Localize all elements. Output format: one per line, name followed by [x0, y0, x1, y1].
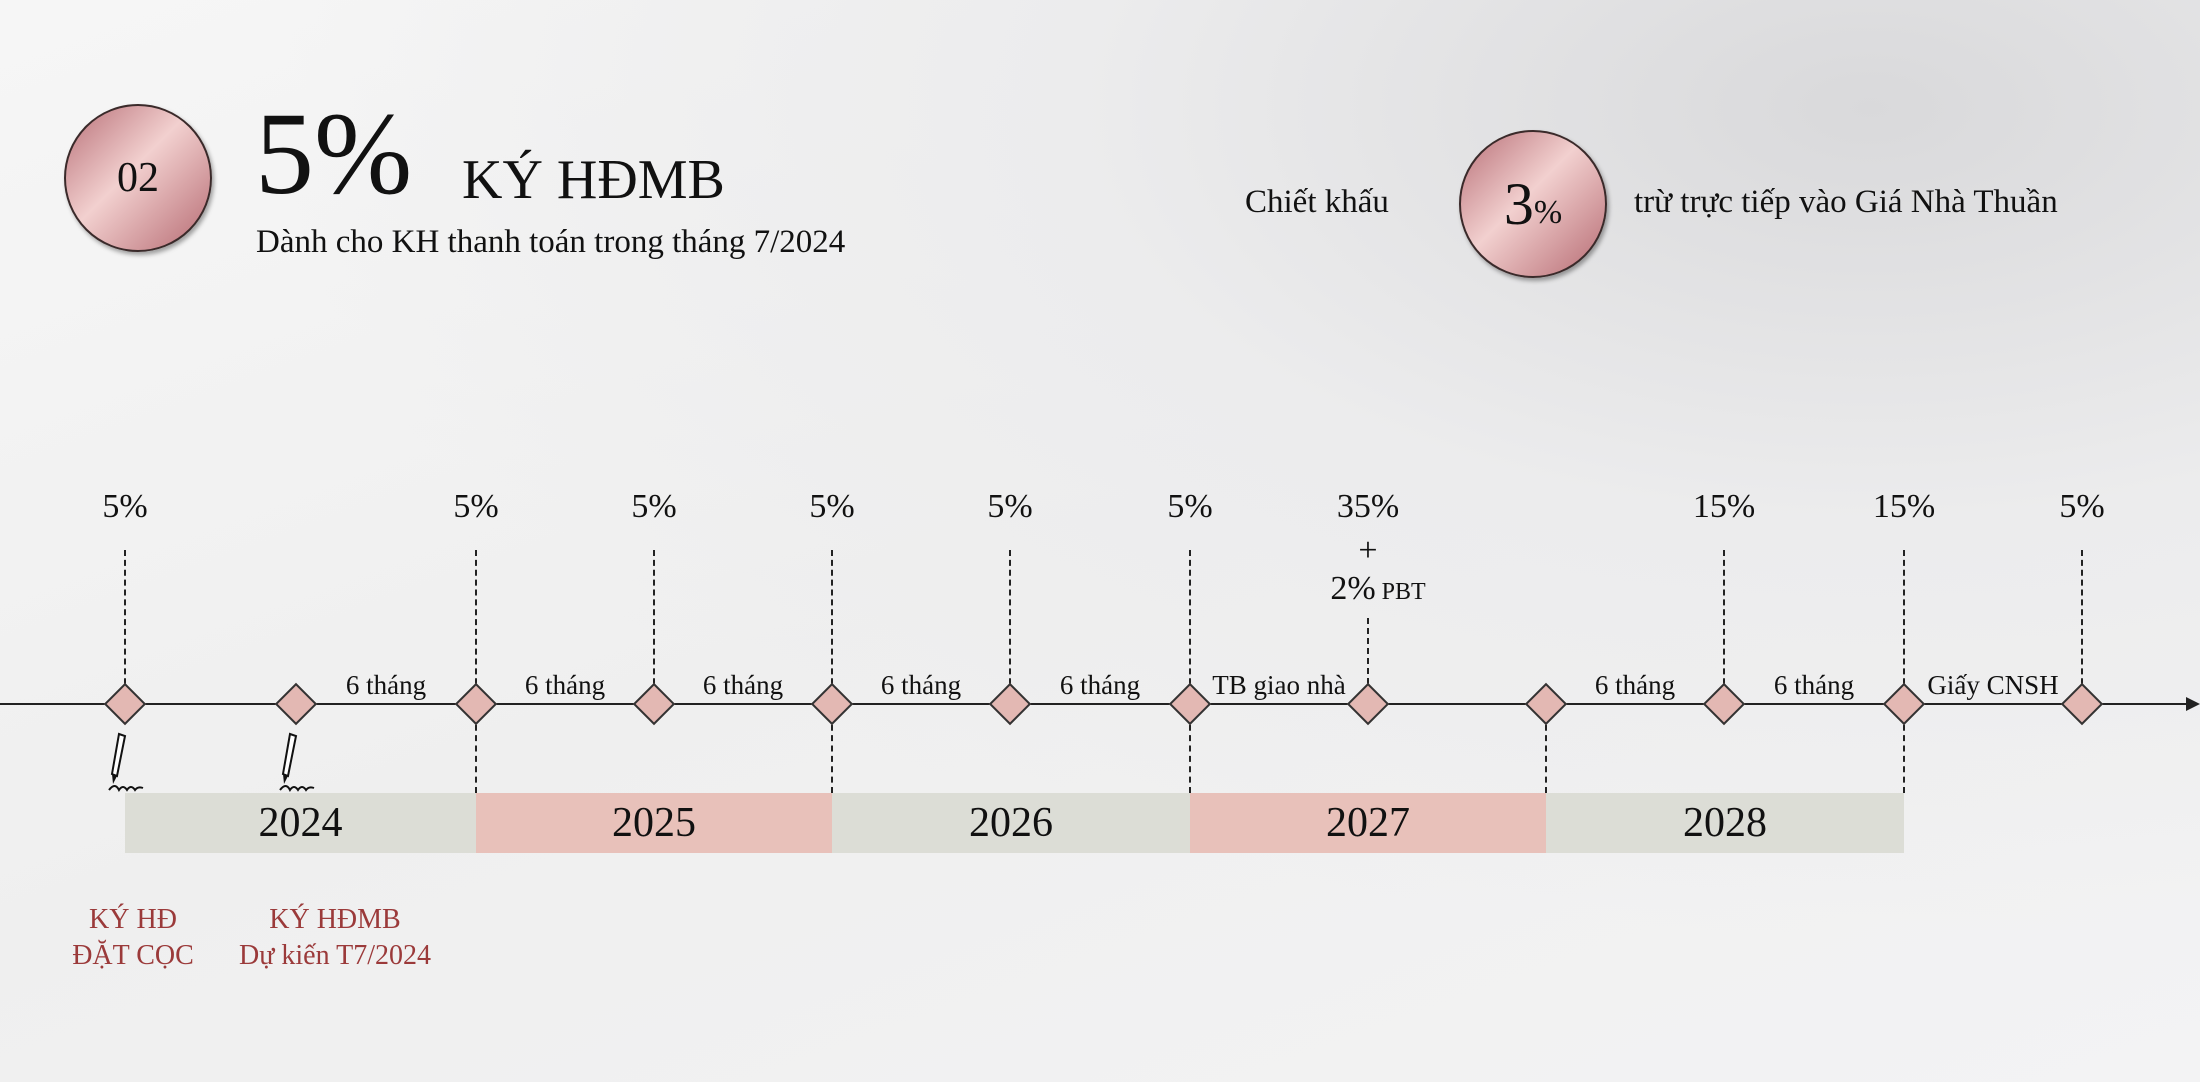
event-contract: KÝ HĐMB Dự kiến T7/2024 — [239, 902, 431, 974]
milestone-percent: 5% — [2059, 488, 2105, 525]
milestone-percent: 5% — [987, 488, 1033, 525]
event-deposit-line2: ĐẶT CỌC — [72, 940, 194, 971]
headline-percent: 5% — [255, 88, 413, 219]
milestone-percent: 35% — [1336, 488, 1400, 525]
milestone-dash — [1367, 618, 1369, 704]
milestone-extra: 2% PBT — [1330, 570, 1425, 608]
year-band: 2024 — [125, 793, 476, 853]
discount-unit: % — [1533, 194, 1563, 231]
year-divider-dash — [475, 704, 477, 793]
milestone-diamond — [103, 682, 147, 726]
milestone-dash — [124, 550, 126, 704]
milestone-diamond — [1702, 682, 1746, 726]
milestone-dash — [1189, 550, 1191, 704]
interval-label: 6 tháng — [1773, 670, 1855, 700]
pen-sign-icon — [105, 730, 153, 796]
milestone-diamond — [2060, 682, 2104, 726]
year-divider-dash — [831, 704, 833, 793]
year-band: 2025 — [476, 793, 832, 853]
milestone-diamond — [454, 682, 498, 726]
interval-label: 6 tháng — [880, 670, 962, 700]
milestone-dash — [475, 550, 477, 704]
milestone-diamond — [988, 682, 1032, 726]
milestone-dash — [1903, 550, 1905, 704]
interval-label: 6 tháng — [524, 670, 606, 700]
interval-label: Giấy CNSH — [1927, 670, 2059, 700]
milestone-diamond — [1882, 682, 1926, 726]
milestone-percent: 15% — [1692, 488, 1756, 525]
event-contract-line2: Dự kiến T7/2024 — [239, 940, 431, 971]
milestone-percent: 5% — [631, 488, 677, 525]
timeline-arrow-icon — [2186, 697, 2200, 711]
milestone-diamond — [274, 682, 318, 726]
milestone-plus: + — [1358, 532, 1378, 569]
extra-note: PBT — [1381, 579, 1426, 605]
headline-subtitle: Dành cho KH thanh toán trong tháng 7/202… — [256, 224, 846, 260]
interval-label: 6 tháng — [345, 670, 427, 700]
milestone-percent: 15% — [1872, 488, 1936, 525]
interval-label: 6 tháng — [702, 670, 784, 700]
milestone-diamond — [1346, 682, 1390, 726]
discount-value: 3 — [1503, 170, 1534, 237]
year-band: 2028 — [1546, 793, 1904, 853]
interval-label: 6 tháng — [1059, 670, 1141, 700]
interval-label: 6 tháng — [1594, 670, 1676, 700]
event-deposit-line1: KÝ HĐ — [89, 904, 177, 935]
step-number: 02 — [117, 155, 159, 201]
extra-percent: 2% — [1330, 570, 1376, 607]
year-divider-dash — [1545, 704, 1547, 793]
milestone-dash — [1723, 550, 1725, 704]
year-band: 2026 — [832, 793, 1190, 853]
event-deposit: KÝ HĐ ĐẶT CỌC — [72, 902, 194, 974]
milestone-percent: 5% — [102, 488, 148, 525]
milestone-dash — [1009, 550, 1011, 704]
discount-badge: 3% — [1459, 130, 1607, 278]
milestone-dash — [2081, 550, 2083, 704]
timeline-axis — [0, 703, 2190, 705]
pen-sign-icon — [276, 730, 324, 796]
step-badge: 02 — [64, 104, 212, 252]
milestone-dash — [831, 550, 833, 704]
year-divider-dash — [1189, 704, 1191, 793]
milestone-diamond — [1524, 682, 1568, 726]
milestone-diamond — [810, 682, 854, 726]
milestone-dash — [653, 550, 655, 704]
milestone-percent: 5% — [809, 488, 855, 525]
year-band: 2027 — [1190, 793, 1546, 853]
headline-title: KÝ HĐMB — [462, 149, 725, 211]
discount-suffix: trừ trực tiếp vào Giá Nhà Thuần — [1634, 184, 2058, 220]
milestone-percent: 5% — [1167, 488, 1213, 525]
milestone-diamond — [632, 682, 676, 726]
year-divider-dash — [1903, 704, 1905, 793]
milestone-diamond — [1168, 682, 1212, 726]
event-contract-line1: KÝ HĐMB — [269, 904, 401, 935]
discount-prefix: Chiết khấu — [1245, 184, 1389, 220]
milestone-percent: 5% — [453, 488, 499, 525]
interval-label: TB giao nhà — [1212, 670, 1346, 700]
